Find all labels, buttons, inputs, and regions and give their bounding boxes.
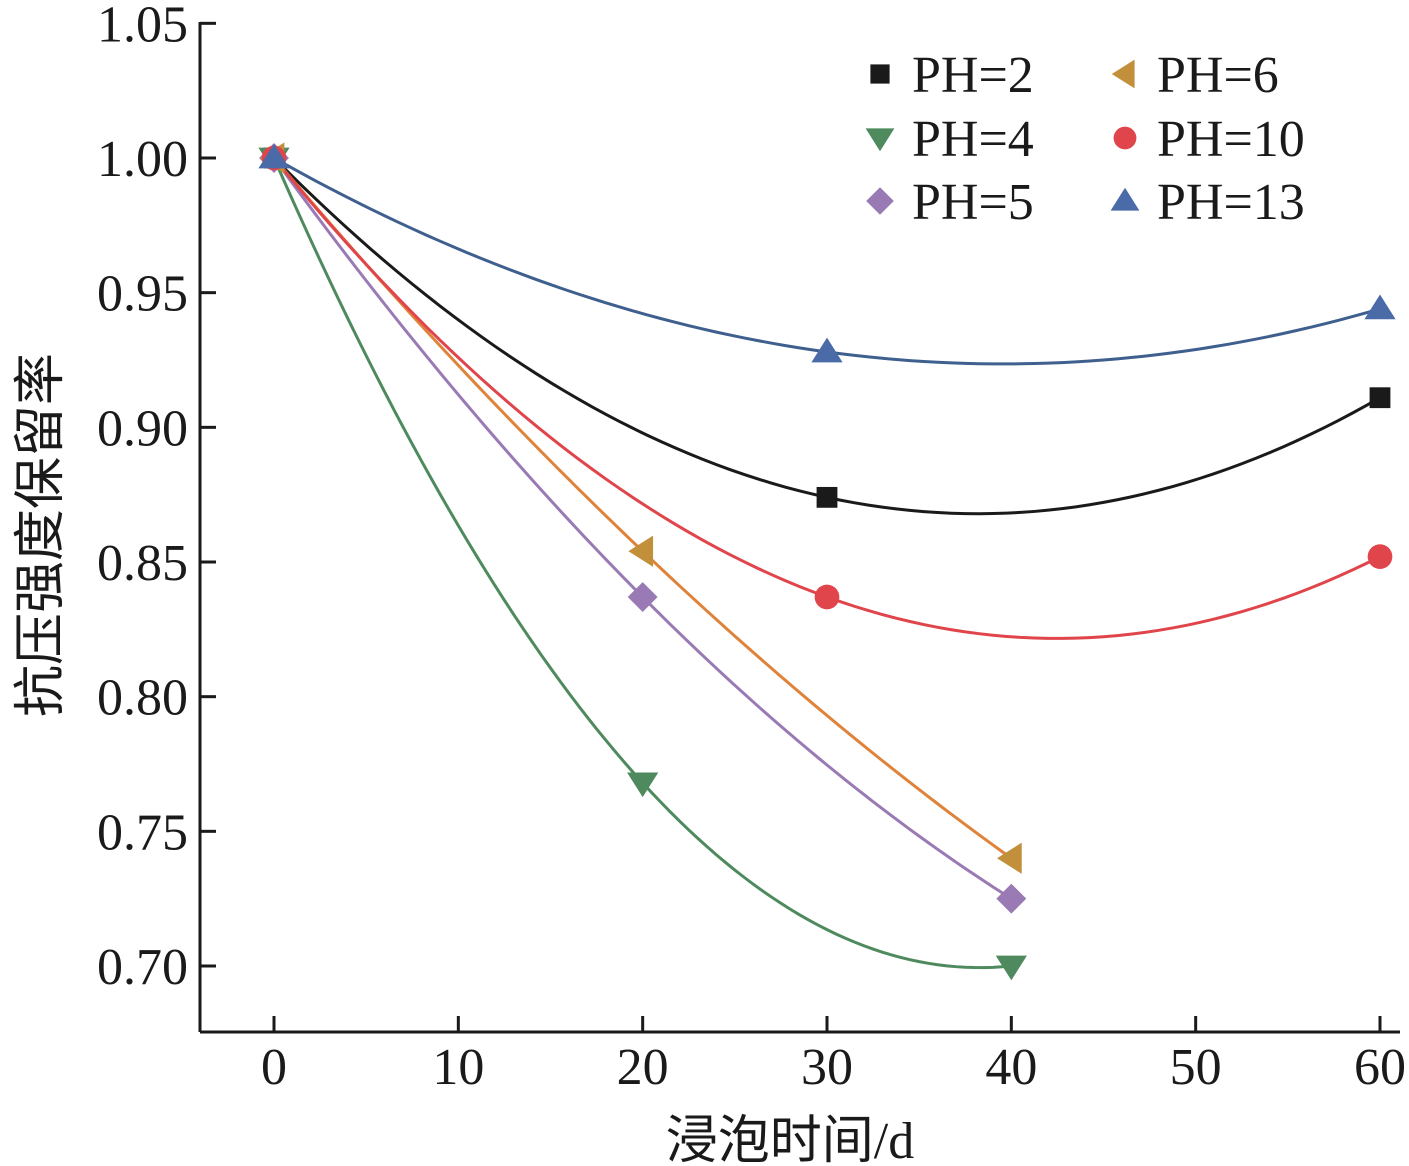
legend: PH=2 PH=4 PH=5 PH=6 PH=10 PH=13: [865, 47, 1305, 231]
y-tick-label: 0.85: [97, 535, 188, 592]
data-point: [1367, 544, 1393, 569]
data-point: [258, 143, 290, 169]
series-curve: [272, 157, 1012, 970]
x-tick-label: 60: [1354, 1039, 1406, 1096]
x-ticks: 0 10 20 30 40 50 60: [261, 1016, 1406, 1096]
legend-label: PH=5: [912, 174, 1034, 231]
x-axis-title: 浸泡时间/d: [666, 1113, 914, 1166]
y-tick-label: 0.80: [97, 670, 188, 727]
x-tick-label: 30: [801, 1039, 853, 1096]
y-tick-label: 0.70: [97, 939, 188, 996]
legend-label: PH=6: [1157, 47, 1279, 104]
series-curves: [272, 156, 1381, 970]
data-point: [816, 486, 838, 508]
x-tick-label: 10: [432, 1039, 484, 1096]
legend-marker: [1113, 126, 1137, 150]
legend-label: PH=13: [1157, 174, 1305, 231]
axes: [198, 22, 1400, 1034]
series-markers: [258, 142, 1396, 981]
x-tick-label: 20: [617, 1039, 669, 1096]
y-axis-title: 抗压强度保留率: [13, 353, 70, 717]
data-point: [628, 535, 654, 567]
data-point: [811, 337, 843, 363]
legend-label: PH=10: [1157, 111, 1305, 168]
x-tick-label: 0: [261, 1039, 287, 1096]
y-tick-label: 0.90: [97, 400, 188, 457]
data-point: [1369, 387, 1391, 409]
legend-marker: [866, 187, 894, 215]
x-tick-label: 50: [1170, 1039, 1222, 1096]
legend-marker: [1110, 187, 1140, 211]
data-point: [1364, 294, 1396, 320]
y-tick-label: 1.05: [97, 0, 188, 53]
data-point: [995, 955, 1027, 981]
data-point: [997, 842, 1022, 874]
data-point: [996, 883, 1027, 914]
data-point: [627, 772, 659, 798]
y-tick-label: 1.00: [97, 131, 188, 188]
y-tick-label: 0.95: [97, 266, 188, 323]
legend-marker: [870, 64, 890, 84]
legend-marker: [865, 128, 895, 152]
legend-label: PH=4: [912, 111, 1034, 168]
y-tick-label: 0.75: [97, 804, 188, 861]
legend-marker: [1111, 59, 1135, 89]
data-point: [814, 584, 840, 610]
data-point: [627, 582, 658, 612]
x-tick-label: 40: [985, 1039, 1037, 1096]
y-ticks: 0.70 0.75 0.80 0.85 0.90 0.95 1.00 1.05: [97, 0, 216, 996]
legend-label: PH=2: [912, 47, 1034, 104]
